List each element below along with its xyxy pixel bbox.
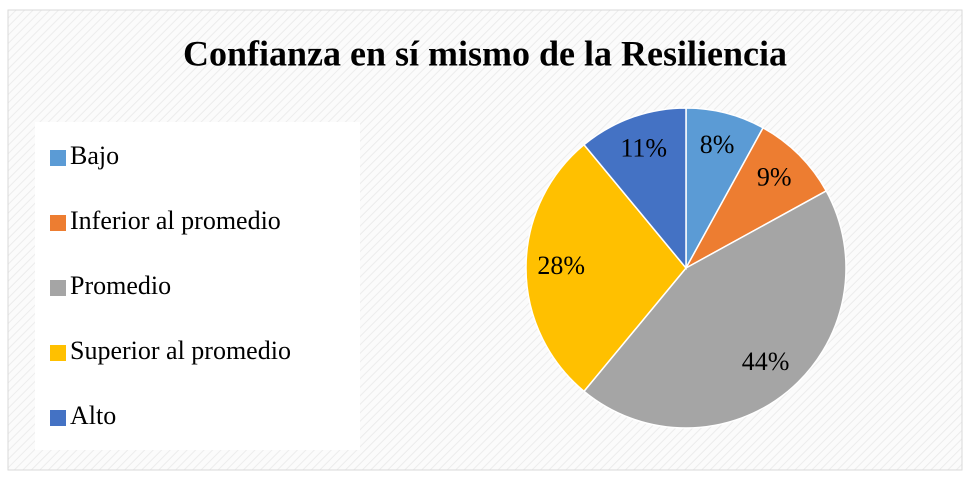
legend-label: Inferior al promedio xyxy=(70,206,281,235)
pie-slice xyxy=(582,189,847,429)
chart-title: Confianza en sí mismo de la Resiliencia xyxy=(183,33,787,73)
data-label: 9% xyxy=(757,163,792,192)
legend-label: Bajo xyxy=(70,141,119,170)
legend-swatch xyxy=(50,150,66,166)
legend-label: Alto xyxy=(70,401,116,430)
data-label: 11% xyxy=(620,134,667,163)
legend-swatch xyxy=(50,410,66,426)
pie-slice xyxy=(684,126,828,270)
legend-swatch xyxy=(50,215,66,231)
data-label: 44% xyxy=(742,347,790,376)
legend-label: Promedio xyxy=(70,271,171,300)
legend-swatch xyxy=(50,345,66,361)
pie-slice xyxy=(582,107,687,271)
legend-label: Superior al promedio xyxy=(70,336,291,365)
legend-swatch xyxy=(50,280,66,296)
data-label: 8% xyxy=(700,130,735,159)
pie-slice xyxy=(525,143,687,393)
legend-box xyxy=(35,122,360,450)
data-label: 28% xyxy=(537,251,585,280)
